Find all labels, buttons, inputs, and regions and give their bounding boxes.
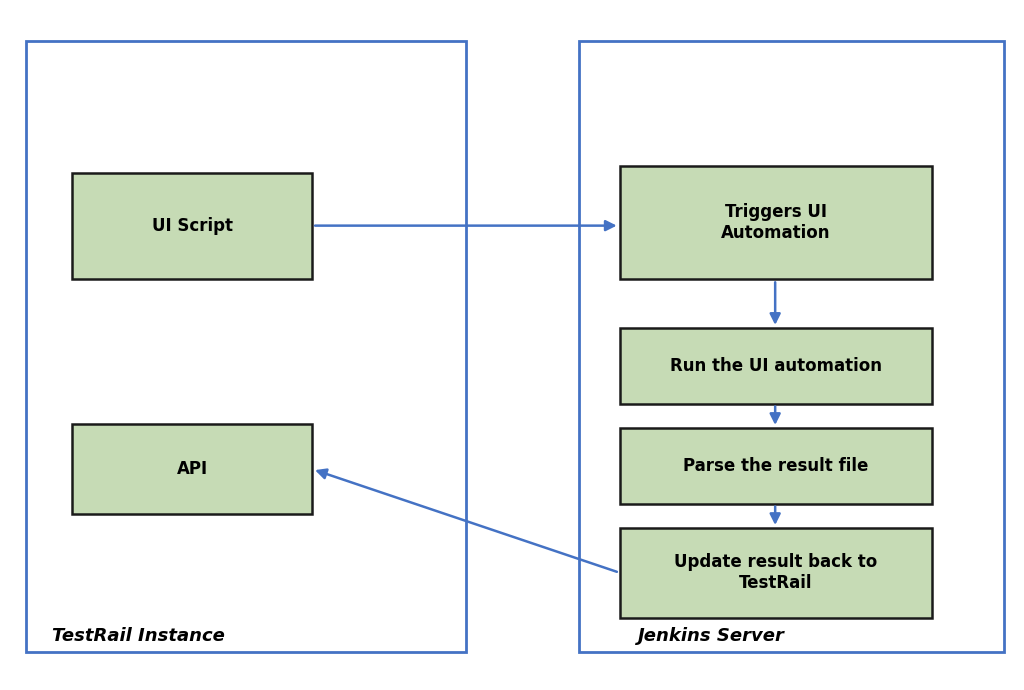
Bar xyxy=(72,172,312,279)
Bar xyxy=(620,528,932,618)
Text: TestRail Instance: TestRail Instance xyxy=(52,627,224,645)
Text: Run the UI automation: Run the UI automation xyxy=(670,357,882,375)
Bar xyxy=(620,428,932,504)
Text: Triggers UI
Automation: Triggers UI Automation xyxy=(721,203,830,242)
Bar xyxy=(620,166,932,279)
Text: Parse the result file: Parse the result file xyxy=(683,457,868,475)
Bar xyxy=(72,424,312,514)
Text: Update result back to
TestRail: Update result back to TestRail xyxy=(674,553,878,592)
Bar xyxy=(620,328,932,404)
Text: API: API xyxy=(176,460,208,478)
Bar xyxy=(26,41,466,652)
Text: Jenkins Server: Jenkins Server xyxy=(638,627,785,645)
Text: UI Script: UI Script xyxy=(152,217,232,235)
Bar xyxy=(579,41,1004,652)
